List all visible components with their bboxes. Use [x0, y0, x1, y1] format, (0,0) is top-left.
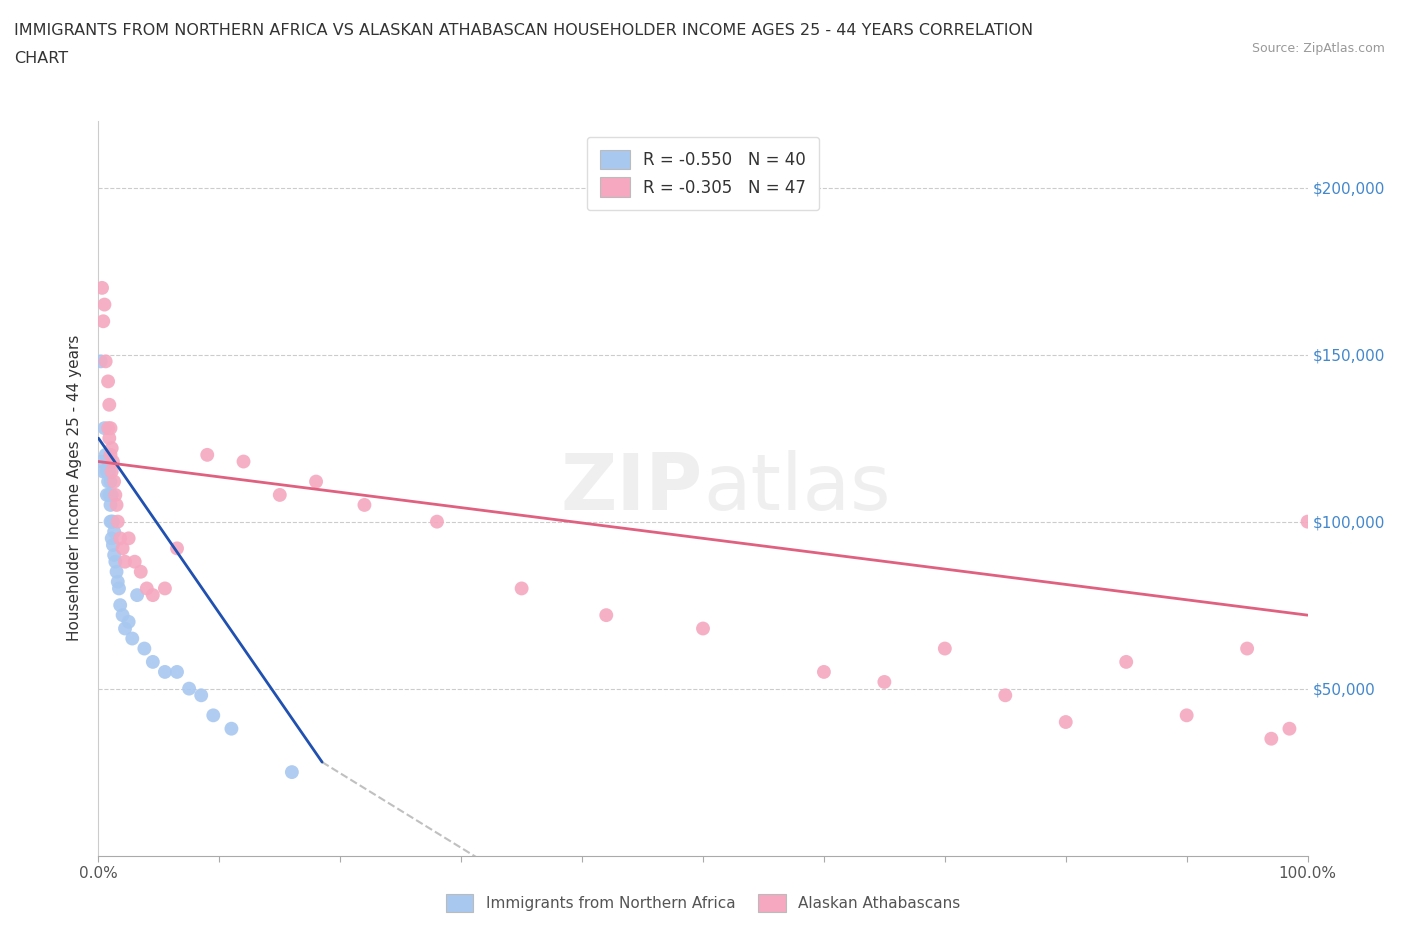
Point [98, 464, 121, 479]
Point [107, 514, 129, 529]
Point [195, 447, 218, 462]
Point [93, 420, 115, 435]
Point [108, 531, 131, 546]
Point [134, 641, 156, 656]
Point [103, 548, 125, 563]
Point [153, 581, 176, 596]
Point [426, 514, 449, 529]
Point [1278, 722, 1301, 737]
Point [353, 498, 375, 512]
Point [135, 581, 157, 596]
Point [101, 514, 124, 529]
Point [91, 454, 114, 469]
Point [98, 397, 121, 412]
Point [281, 764, 304, 779]
Point [121, 631, 143, 646]
Point [90, 354, 112, 369]
Point [994, 688, 1017, 703]
Point [1175, 708, 1198, 723]
Point [105, 498, 128, 512]
Point [124, 554, 146, 569]
Text: atlas: atlas [703, 450, 890, 526]
Point [91, 464, 114, 479]
Point [934, 641, 956, 656]
Point [190, 688, 212, 703]
Point [111, 607, 134, 622]
Point [107, 575, 129, 590]
Point [1260, 731, 1282, 746]
Point [96, 487, 118, 502]
Point [114, 554, 136, 569]
Text: CHART: CHART [14, 51, 67, 66]
Point [94, 354, 117, 369]
Point [100, 474, 122, 489]
Point [96, 464, 118, 479]
Point [100, 447, 122, 462]
Point [104, 487, 127, 502]
Point [103, 474, 125, 489]
Point [100, 487, 122, 502]
Point [813, 664, 835, 679]
Point [100, 514, 122, 529]
Text: ZIP: ZIP [561, 450, 703, 526]
Point [153, 664, 176, 679]
Point [100, 464, 122, 479]
Point [692, 621, 714, 636]
Point [510, 581, 533, 596]
Point [91, 281, 114, 296]
Point [93, 298, 115, 312]
Point [108, 598, 131, 613]
Legend: R = -0.550   N = 40, R = -0.305   N = 47: R = -0.550 N = 40, R = -0.305 N = 47 [586, 137, 820, 210]
Point [873, 674, 896, 689]
Point [127, 588, 149, 603]
Point [166, 541, 188, 556]
Point [269, 487, 291, 502]
Point [103, 525, 125, 539]
Point [100, 514, 122, 529]
Point [1054, 714, 1077, 729]
Point [1296, 514, 1319, 529]
Point [101, 454, 124, 469]
Point [98, 431, 121, 445]
Point [97, 374, 120, 389]
Point [97, 420, 120, 435]
Point [232, 454, 254, 469]
Point [595, 607, 617, 622]
Text: IMMIGRANTS FROM NORTHERN AFRICA VS ALASKAN ATHABASCAN HOUSEHOLDER INCOME AGES 25: IMMIGRANTS FROM NORTHERN AFRICA VS ALASK… [14, 23, 1033, 38]
Point [1115, 655, 1137, 670]
Point [108, 581, 131, 596]
Point [221, 722, 243, 737]
Point [100, 531, 122, 546]
Point [1236, 641, 1258, 656]
Point [111, 541, 134, 556]
Point [104, 554, 127, 569]
Point [166, 664, 188, 679]
Point [101, 538, 124, 552]
Point [305, 474, 328, 489]
Point [105, 565, 128, 579]
Point [118, 615, 141, 630]
Point [94, 447, 117, 462]
Point [142, 655, 165, 670]
Point [129, 565, 152, 579]
Point [118, 531, 141, 546]
Point [97, 454, 120, 469]
Point [100, 498, 122, 512]
Point [202, 708, 225, 723]
Legend: Immigrants from Northern Africa, Alaskan Athabascans: Immigrants from Northern Africa, Alaskan… [440, 888, 966, 918]
Point [142, 588, 165, 603]
Y-axis label: Householder Income Ages 25 - 44 years: Householder Income Ages 25 - 44 years [67, 335, 83, 642]
Point [179, 681, 201, 696]
Point [91, 313, 114, 328]
Point [98, 487, 121, 502]
Point [100, 420, 122, 435]
Text: Source: ZipAtlas.com: Source: ZipAtlas.com [1251, 42, 1385, 55]
Point [114, 621, 136, 636]
Point [100, 441, 122, 456]
Point [97, 474, 120, 489]
